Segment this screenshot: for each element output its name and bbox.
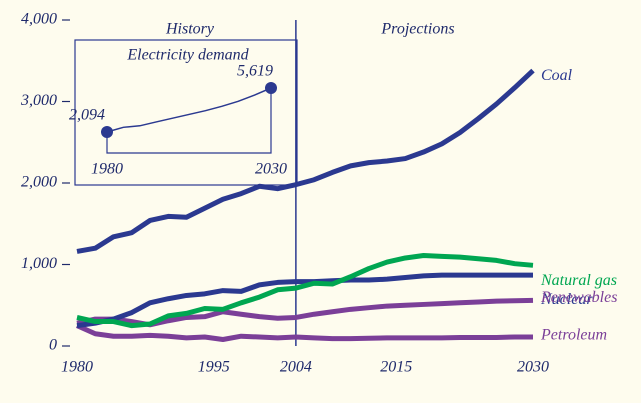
series-label: Natural gas xyxy=(540,272,617,289)
y-tick-label: 0 xyxy=(49,337,57,354)
y-tick-label: 1,000 xyxy=(21,255,57,272)
series-label: Petroleum xyxy=(540,327,607,344)
y-tick-label: 3,000 xyxy=(20,92,57,109)
x-tick-label: 1980 xyxy=(61,359,93,376)
y-tick-label: 2,000 xyxy=(21,174,57,191)
inset-point xyxy=(101,126,113,138)
series-line xyxy=(76,68,535,254)
x-tick-label: 2015 xyxy=(380,359,412,376)
series-line xyxy=(76,272,533,329)
inset-bracket xyxy=(106,88,272,154)
annotation: Projections xyxy=(380,21,454,38)
value-label: 5,619 xyxy=(237,63,273,80)
x-tick-label: 2004 xyxy=(280,359,312,376)
x-tick-label: 2030 xyxy=(517,359,549,376)
series-line xyxy=(75,323,533,342)
annotation: History xyxy=(165,21,215,38)
series-line xyxy=(76,253,534,329)
inset-point xyxy=(265,82,277,94)
inset-line xyxy=(106,87,272,133)
value-label: 2,094 xyxy=(69,107,105,124)
series-label: Nuclear xyxy=(540,291,593,308)
inset-x-label: 1980 xyxy=(91,161,123,178)
inset-frame xyxy=(74,39,298,186)
inset-x-label: 2030 xyxy=(255,161,287,178)
series-label: Renewables xyxy=(540,289,617,306)
x-tick-label: 1995 xyxy=(198,359,230,376)
series-label: Coal xyxy=(541,67,573,84)
inset-title: Electricity demand xyxy=(126,47,249,64)
y-tick-label: 4,000 xyxy=(21,11,57,28)
